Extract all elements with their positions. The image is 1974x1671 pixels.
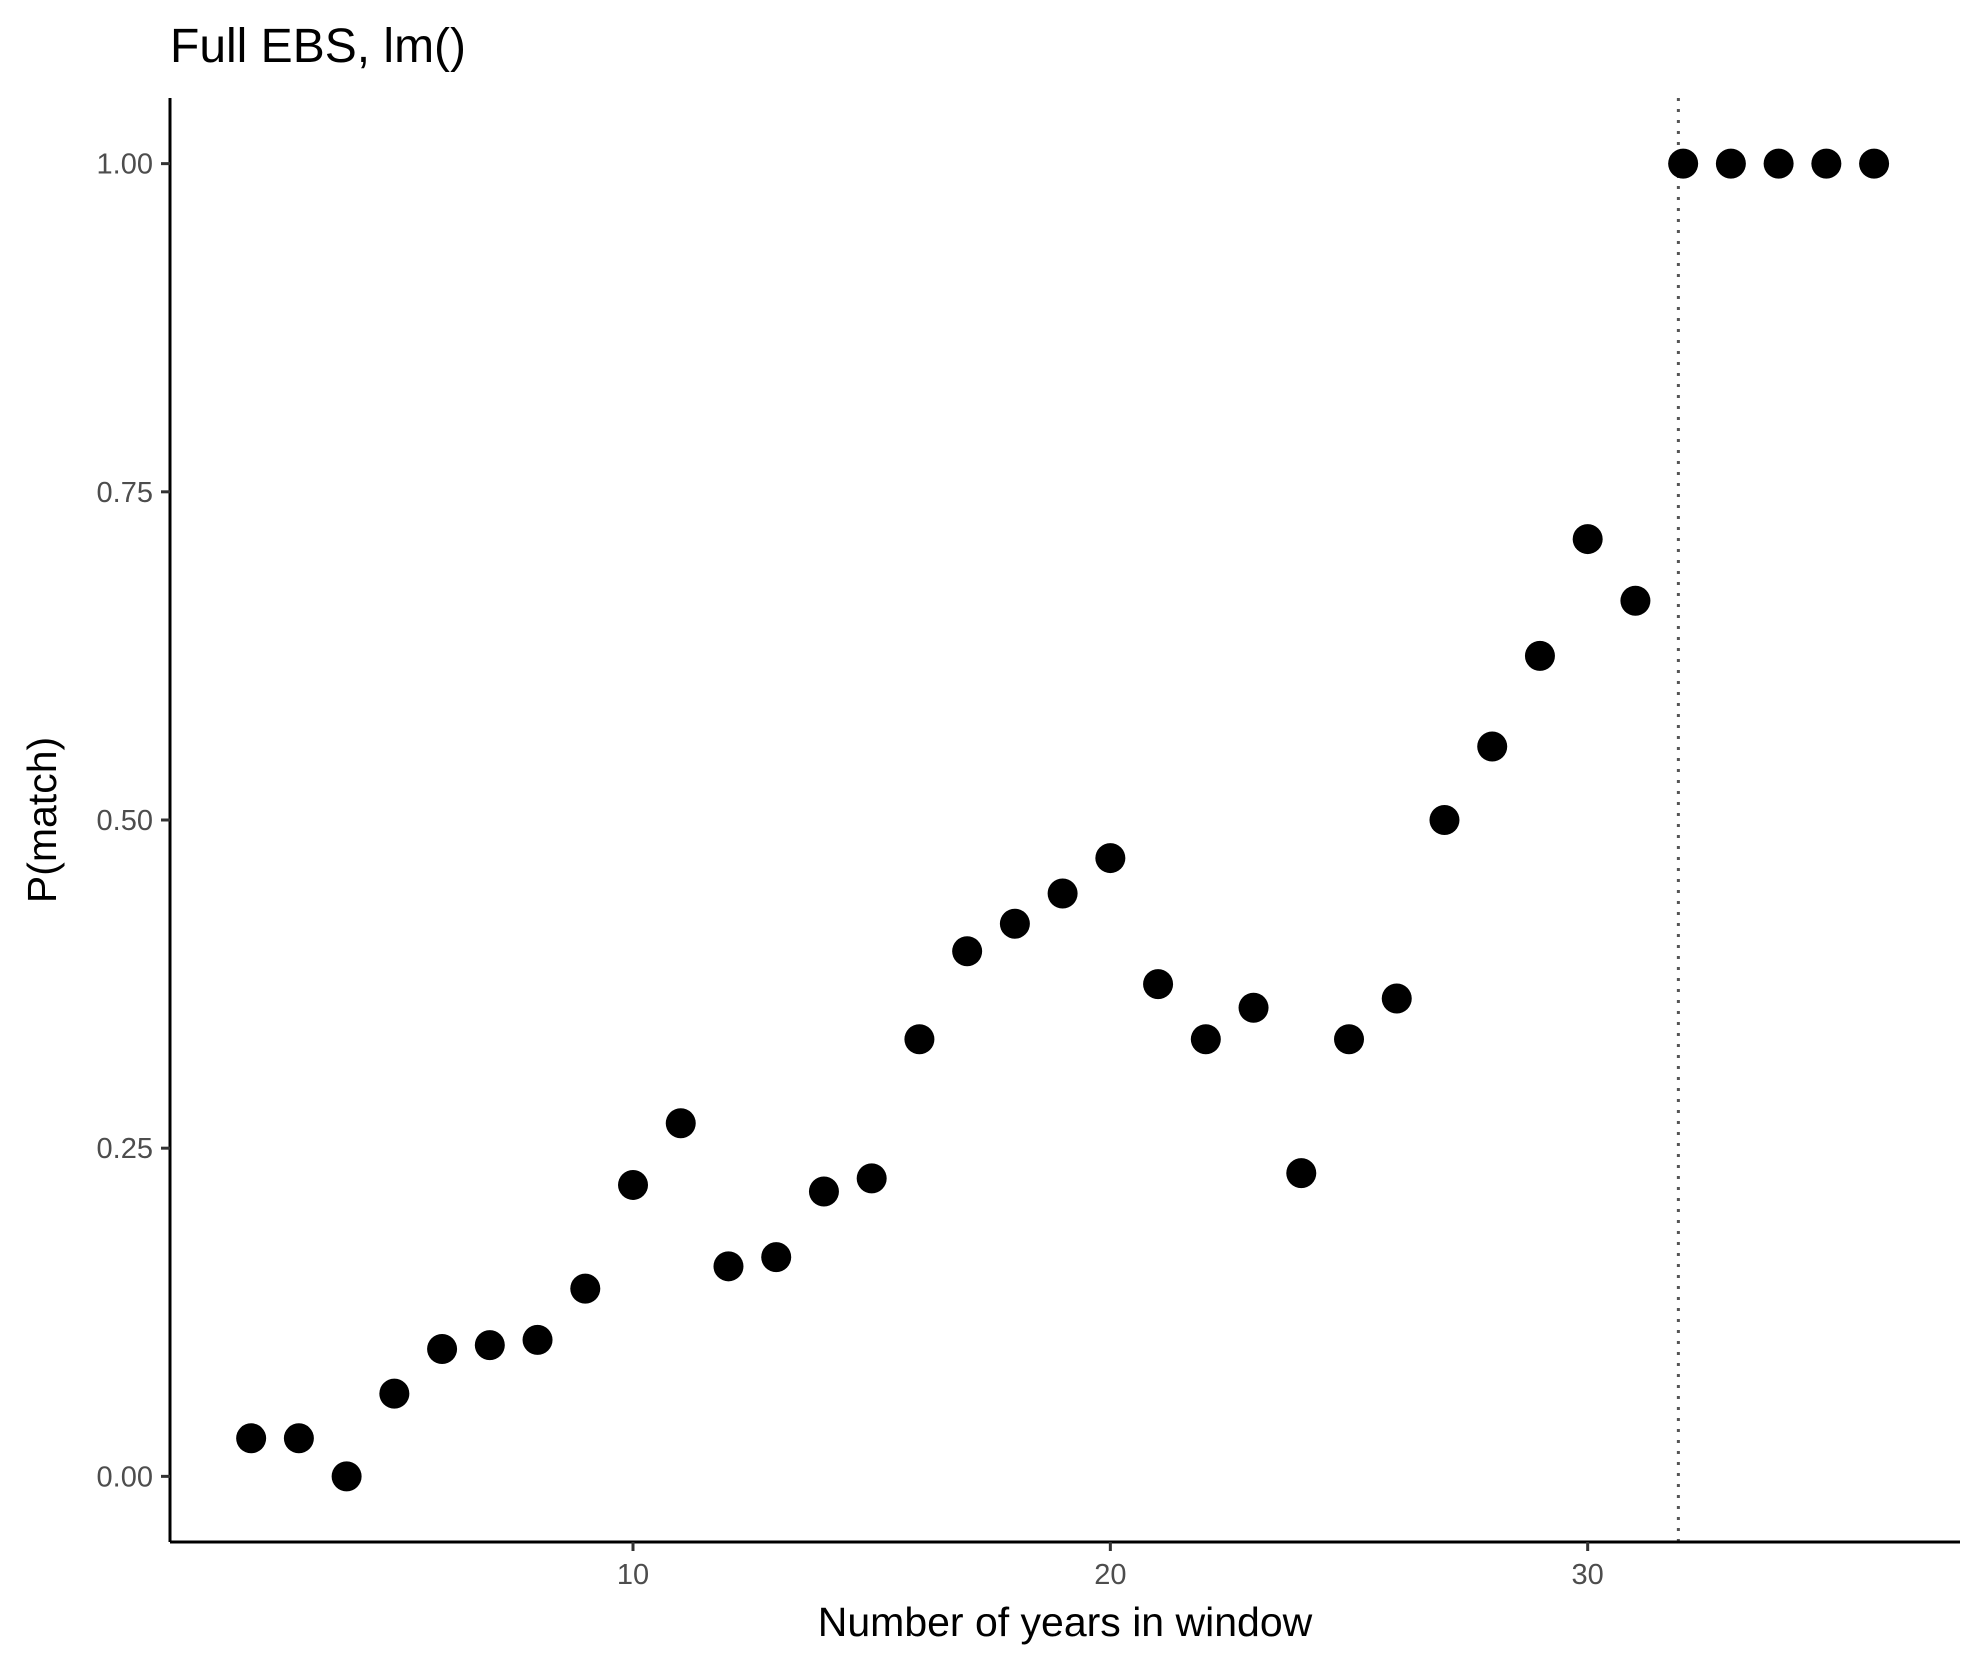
data-point xyxy=(570,1273,601,1304)
data-point xyxy=(1859,148,1890,179)
data-point xyxy=(761,1242,792,1273)
data-point xyxy=(379,1378,410,1409)
data-points-layer xyxy=(236,148,1890,1492)
chart-title: Full EBS, lm() xyxy=(170,20,466,73)
data-point xyxy=(713,1251,744,1282)
data-point xyxy=(904,1024,935,1055)
data-point xyxy=(618,1169,649,1200)
data-point xyxy=(1668,148,1699,179)
data-point xyxy=(808,1176,839,1207)
x-ticks: 10 20 30 xyxy=(617,1542,1604,1591)
data-point xyxy=(999,908,1030,939)
x-axis-title: Number of years in window xyxy=(818,1599,1313,1645)
data-point xyxy=(1715,148,1746,179)
y-ticks: 0.00 0.25 0.50 0.75 1.00 xyxy=(97,149,170,1493)
y-tick-label: 0.50 xyxy=(97,805,153,837)
data-point xyxy=(1429,805,1460,835)
data-point xyxy=(1524,640,1555,671)
y-tick-label: 0.00 xyxy=(97,1461,153,1493)
data-point xyxy=(1763,148,1794,179)
y-tick-label: 0.75 xyxy=(97,477,153,509)
data-point xyxy=(1620,585,1651,616)
data-point xyxy=(331,1461,362,1492)
data-point xyxy=(952,936,983,967)
data-point xyxy=(427,1334,458,1365)
x-tick-label: 20 xyxy=(1094,1559,1126,1591)
data-point xyxy=(474,1330,505,1361)
data-point xyxy=(1143,969,1174,1000)
data-point xyxy=(1477,731,1508,762)
data-point xyxy=(283,1423,314,1454)
data-point xyxy=(1190,1024,1221,1055)
x-tick-label: 10 xyxy=(617,1559,649,1591)
data-point xyxy=(1334,1024,1365,1055)
data-point xyxy=(1572,524,1603,555)
data-point xyxy=(522,1324,553,1355)
data-point xyxy=(1095,843,1126,874)
data-point xyxy=(1047,878,1078,909)
data-point xyxy=(665,1108,696,1139)
data-point xyxy=(1381,983,1412,1014)
data-point xyxy=(1811,148,1842,179)
data-point xyxy=(856,1163,887,1194)
y-tick-label: 1.00 xyxy=(97,149,153,181)
x-tick-label: 30 xyxy=(1572,1559,1604,1591)
axes-layer xyxy=(168,98,1960,1544)
data-point xyxy=(1286,1158,1317,1189)
data-point xyxy=(1238,992,1269,1023)
y-axis-title: P(match) xyxy=(19,737,65,903)
data-point xyxy=(236,1423,267,1454)
y-tick-label: 0.25 xyxy=(97,1133,153,1165)
